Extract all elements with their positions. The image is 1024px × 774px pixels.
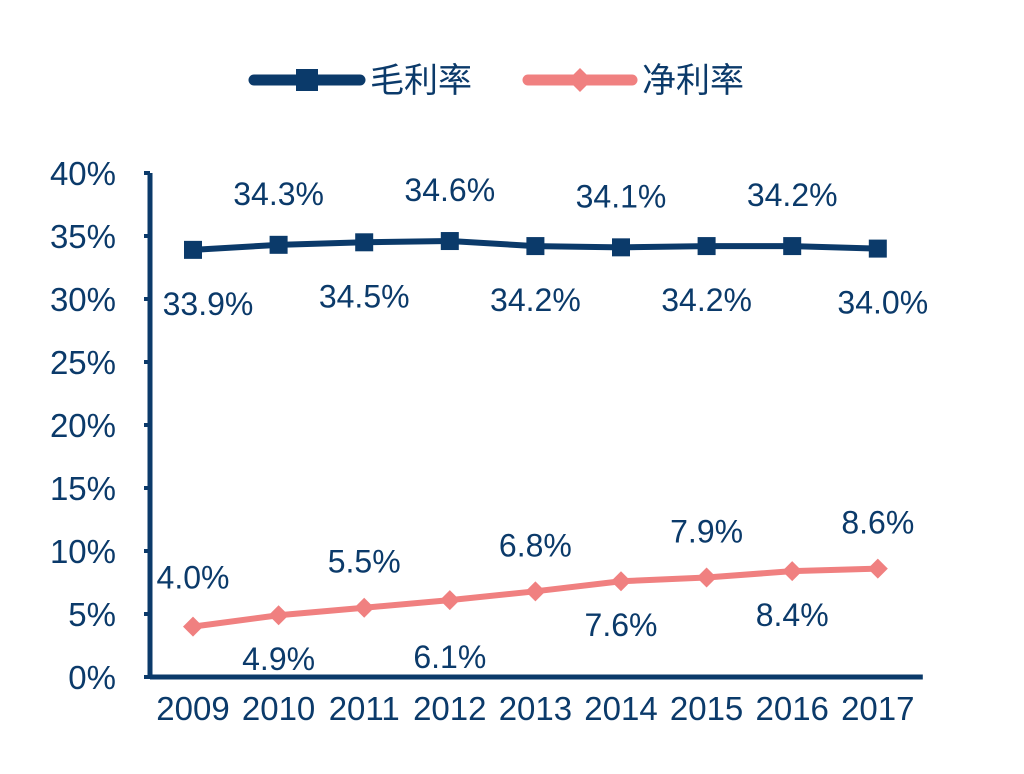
data-label: 7.9% bbox=[670, 513, 743, 549]
y-tick-label: 20% bbox=[50, 407, 116, 444]
legend-label: 净利率 bbox=[642, 62, 744, 100]
data-label: 4.9% bbox=[242, 641, 315, 677]
y-tick-label: 40% bbox=[50, 155, 116, 192]
data-label: 34.2% bbox=[747, 177, 838, 213]
data-point bbox=[354, 597, 375, 618]
x-tick-label: 2011 bbox=[329, 690, 400, 727]
data-point bbox=[696, 567, 717, 588]
data-point bbox=[269, 235, 288, 254]
legend-marker bbox=[296, 69, 318, 91]
data-label: 6.8% bbox=[499, 527, 572, 563]
legend-label: 毛利率 bbox=[370, 62, 472, 100]
data-label: 34.2% bbox=[661, 282, 752, 318]
data-point bbox=[867, 558, 888, 579]
data-label: 7.6% bbox=[585, 607, 658, 643]
data-point bbox=[183, 616, 203, 637]
y-tick-label: 35% bbox=[50, 218, 116, 255]
data-label: 34.2% bbox=[490, 282, 581, 318]
data-point bbox=[868, 239, 887, 258]
data-point bbox=[355, 233, 374, 252]
x-tick-label: 2013 bbox=[499, 690, 572, 727]
y-tick-label: 10% bbox=[50, 533, 116, 570]
data-label: 6.1% bbox=[413, 639, 486, 675]
data-point bbox=[612, 238, 630, 257]
data-label: 34.1% bbox=[576, 178, 667, 214]
y-tick-label: 0% bbox=[68, 659, 116, 696]
data-label: 34.0% bbox=[837, 285, 928, 321]
x-tick-label: 2017 bbox=[841, 690, 914, 727]
data-point bbox=[782, 561, 803, 582]
data-label: 5.5% bbox=[328, 544, 401, 580]
x-tick-label: 2014 bbox=[584, 690, 657, 727]
data-label: 4.0% bbox=[157, 560, 230, 596]
y-tick-label: 5% bbox=[68, 596, 116, 633]
x-tick-label: 2010 bbox=[242, 690, 315, 727]
data-point bbox=[184, 240, 202, 259]
data-point bbox=[525, 581, 546, 602]
data-point bbox=[526, 237, 545, 256]
x-tick-label: 2012 bbox=[413, 690, 486, 727]
y-tick-label: 25% bbox=[50, 344, 116, 381]
x-tick-label: 2015 bbox=[670, 690, 743, 727]
x-tick-label: 2016 bbox=[755, 690, 828, 727]
y-tick-label: 15% bbox=[50, 470, 116, 507]
legend-marker bbox=[568, 68, 592, 92]
x-tick-label: 2009 bbox=[156, 690, 229, 727]
data-point bbox=[783, 237, 802, 256]
data-label: 33.9% bbox=[163, 286, 254, 322]
data-point bbox=[268, 605, 289, 626]
data-label: 8.6% bbox=[841, 505, 914, 541]
data-point bbox=[439, 590, 460, 611]
data-point bbox=[440, 232, 459, 251]
data-label: 34.5% bbox=[319, 278, 410, 314]
data-point bbox=[697, 237, 716, 256]
y-tick-label: 30% bbox=[50, 281, 116, 318]
data-point bbox=[611, 571, 631, 592]
data-label: 34.3% bbox=[233, 176, 324, 212]
data-label: 34.6% bbox=[404, 172, 495, 208]
data-label: 8.4% bbox=[756, 597, 829, 633]
